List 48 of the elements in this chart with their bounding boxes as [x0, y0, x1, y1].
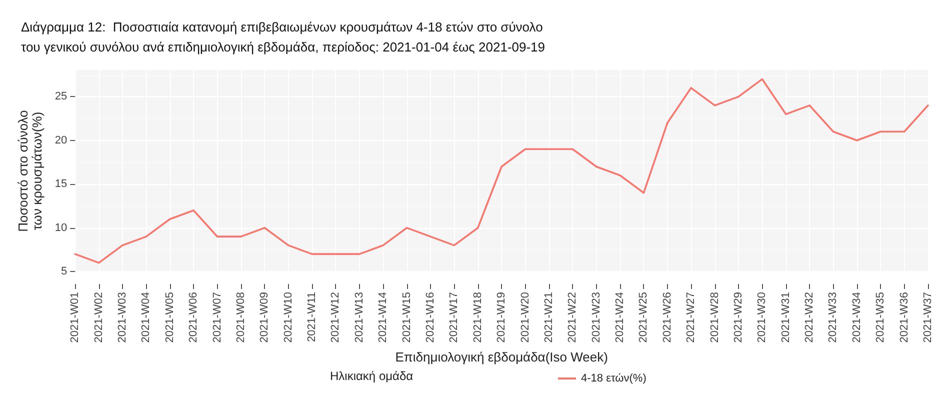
- legend-title: Ηλικιακή ομάδα: [330, 369, 414, 383]
- x-tick-label: 2021-W01: [69, 292, 82, 343]
- x-tick-label: 2021-W07: [211, 292, 224, 343]
- x-tick-label: 2021-W08: [234, 292, 247, 343]
- x-tick-label: 2021-W12: [330, 292, 342, 343]
- y-tick-label: 25: [54, 90, 68, 103]
- line-series: [74, 78, 929, 264]
- x-tick-label: 2021-W37: [922, 292, 934, 343]
- x-tick-label: 2021-W14: [377, 292, 390, 343]
- x-tick-label: 2021-W11: [306, 292, 318, 342]
- x-tick-label: 2021-W21: [542, 292, 555, 343]
- y-axis-title: Ποσοστό στο σύνολο των κρουσμάτων(%): [16, 110, 44, 232]
- x-tick-label: 2021-W25: [638, 292, 650, 343]
- x-tick-label: 2021-W33: [827, 292, 840, 343]
- x-tick-label: 2021-W26: [661, 292, 674, 343]
- x-tick-label: 2021-W05: [164, 292, 176, 343]
- x-tick-label: 2021-W36: [898, 292, 910, 343]
- x-tick-label: 2021-W29: [732, 292, 744, 343]
- x-tick-label: 2021-W22: [566, 292, 579, 343]
- x-tick-label: 2021-W30: [756, 292, 768, 343]
- x-tick-label: 2021-W17: [448, 292, 460, 343]
- x-tick-label: 2021-W20: [519, 292, 532, 343]
- x-tick-label: 2021-W06: [188, 292, 200, 343]
- x-tick-label: 2021-W24: [614, 292, 626, 343]
- x-tick-label: 2021-W13: [353, 292, 366, 343]
- x-tick-label: 2021-W16: [424, 292, 436, 343]
- y-tick-label: 10: [54, 222, 68, 234]
- y-tick-label: 5: [61, 266, 68, 278]
- x-tick-label: 2021-W02: [92, 292, 105, 343]
- x-tick-label: 2021-W23: [590, 292, 602, 343]
- x-tick-label: 2021-W10: [282, 292, 294, 343]
- x-tick-label: 2021-W04: [140, 292, 152, 343]
- x-tick-label: 2021-W19: [496, 292, 508, 343]
- x-axis-title: Επιδημιολογική εβδομάδα(Iso Week): [395, 350, 608, 365]
- x-tick-label: 2021-W31: [780, 292, 792, 343]
- x-tick-label: 2021-W34: [850, 292, 863, 343]
- x-tick-label: 2021-W35: [874, 292, 887, 343]
- chart-title: Διάγραμμα 12: Ποσοστιαία κατανομή επιβεβαιωμένων κρουσμάτων 4-18 ετών στο σύνολο του γενικού συνόλου ανά επιδημιολογική εβδομάδα, περίοδος: 2021-01-04 έως 2021-09-19: [21, 20, 546, 54]
- y-tick-label: 20: [54, 134, 68, 146]
- x-tick-label: 2021-W28: [708, 292, 721, 343]
- x-tick-label: 2021-W09: [258, 292, 271, 343]
- x-tick-label: 2021-W03: [116, 292, 129, 343]
- x-tick-label: 2021-W32: [804, 292, 816, 343]
- x-tick-label: 2021-W27: [685, 292, 698, 343]
- x-tick-label: 2021-W15: [400, 292, 413, 343]
- legend-label: 4-18 ετών(%): [581, 372, 646, 384]
- x-tick-label: 2021-W18: [472, 292, 484, 343]
- y-tick-label: 15: [54, 178, 68, 190]
